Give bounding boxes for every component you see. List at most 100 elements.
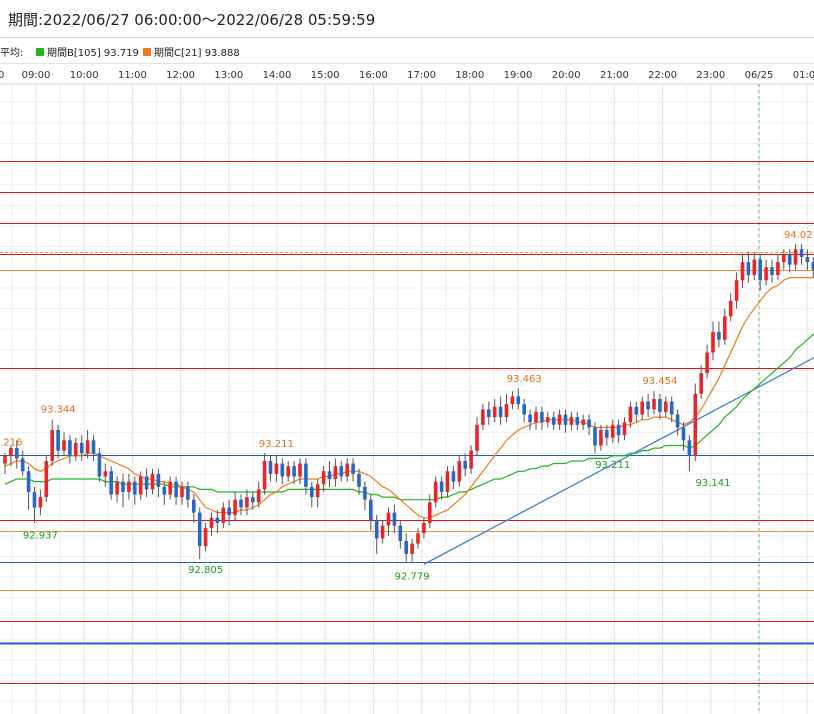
candle-body [26,471,31,492]
candle-body [3,455,7,464]
time-tick-label: 19:00 [504,70,533,81]
candle [758,254,762,291]
candle [752,251,757,281]
candle-body [127,481,131,492]
candle [221,502,226,529]
candle [410,538,414,562]
candle-body [374,520,379,539]
candle-body [268,460,273,474]
candle [693,383,698,461]
candle [209,512,214,536]
candle-body [793,249,798,265]
candle [392,504,397,534]
price-chart[interactable]: 0 09:00 10:00 11:00 12:00 13:00 14:00 15:00 16:0… [0,64,814,714]
candle-body [457,460,462,482]
time-tick-label: 15:00 [311,70,340,81]
candle-body [351,463,355,474]
legend-item-ma-c[interactable]: 期間C[21] 93.888 [143,44,240,59]
candle-body [56,429,60,451]
candle [433,476,438,508]
candle [363,481,367,511]
candle [605,424,609,446]
price-annotation: 92.779 [395,572,430,583]
period-range: 2022/06/27 06:00:00〜2022/06/28 05:59:59 [43,11,376,29]
candle-body [192,499,196,513]
candle-body [20,458,25,472]
candle [540,406,544,430]
candle [286,460,290,482]
candle [74,437,78,461]
candle-body [675,414,680,428]
candle [675,409,680,436]
candle-body [386,512,391,526]
candle [38,489,43,516]
time-tick-label: 09:00 [22,70,51,81]
candles [3,244,814,562]
period-label: 期間: [8,11,44,29]
candle-body [339,466,344,477]
time-tick-label: 13:00 [214,70,243,81]
candle [215,510,220,534]
candle [15,440,19,469]
candle-body [9,448,13,456]
candle-body [44,460,49,498]
candle-body [681,427,686,441]
candle-body [50,429,54,461]
moving-average-b [4,333,814,501]
candle [492,399,497,423]
candle-body [292,466,296,477]
candle-body [764,267,768,281]
candle [416,528,420,549]
candle [262,453,267,495]
candle-body [752,259,757,276]
time-tick-label: 21:00 [600,70,629,81]
candle-body [487,409,491,418]
candle [127,473,131,500]
candle [787,249,792,273]
candle [168,476,172,500]
candle [327,460,332,487]
candle-body [534,411,538,423]
candle-body [115,481,119,495]
candle-body [610,424,615,438]
candle [162,481,167,505]
candle-body [693,393,698,456]
candle [239,494,243,516]
candle [339,460,344,482]
candle-body [687,440,692,456]
candle [622,417,627,441]
candle-body [616,424,621,436]
candle-body [168,481,172,495]
candle [546,411,550,428]
candle [516,388,521,410]
candle-body [233,499,237,516]
candle [274,455,279,482]
candle [646,393,650,418]
legend-item-ma-b[interactable]: 期間B[105] 93.719 [36,44,139,59]
candle [197,507,202,560]
candle-body [133,481,137,495]
period-display: 期間:2022/06/27 06:00:00〜2022/06/28 05:59:… [8,9,375,30]
candle [192,494,196,523]
candle-body [599,429,603,446]
candle [268,455,273,482]
time-tick-label: 14:00 [263,70,292,81]
candle [251,491,255,511]
candle [599,424,603,451]
candle-body [416,533,420,544]
candle [534,406,538,430]
candle [310,481,314,508]
candle-body [463,460,467,469]
candle [587,414,591,436]
candle-body [581,419,585,425]
candle-body [758,259,762,281]
candle-body [504,404,509,418]
indicator-legend: 平均: 期間B[105] 93.719 期間C[21] 93.888 [0,38,814,64]
candle-body [68,440,72,456]
candle [386,507,391,536]
candle-body [746,262,751,276]
candle [50,419,54,467]
legend-label-ma-b: 期間B[105] 93.719 [47,48,139,59]
candle-body [74,442,78,456]
candle [156,468,161,498]
